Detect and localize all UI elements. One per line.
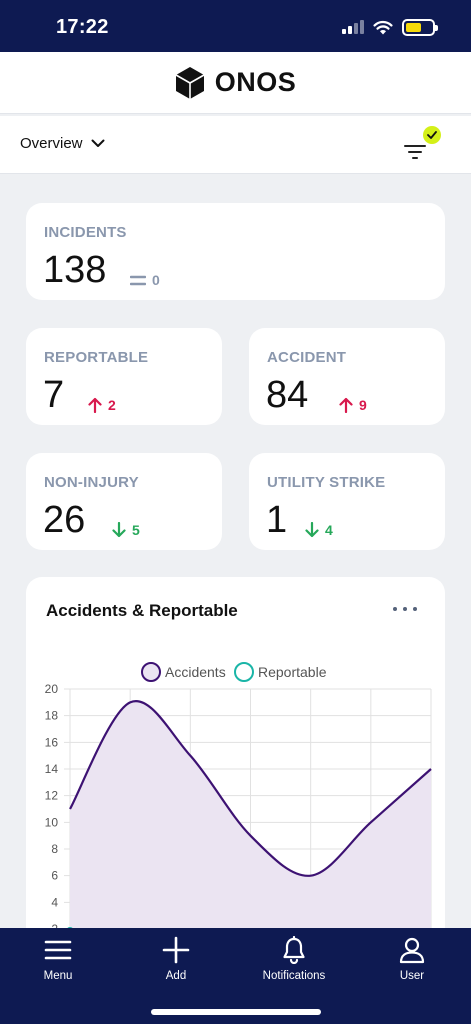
cellular-signal-icon: [342, 20, 364, 34]
stat-change-value: 4: [325, 522, 333, 538]
bell-icon: [283, 936, 305, 964]
arrow-up-icon: [88, 397, 102, 413]
stat-label: ACCIDENT: [267, 349, 347, 366]
filter-button[interactable]: [401, 126, 441, 166]
stat-card-utility-strike[interactable]: UTILITY STRIKE 1 4: [249, 453, 445, 550]
nav-label: Add: [165, 970, 187, 982]
arrow-down-icon: [112, 522, 126, 538]
y-tick-label: 8: [51, 842, 58, 856]
stat-label: INCIDENTS: [44, 224, 127, 241]
y-tick-label: 12: [45, 789, 59, 803]
stat-value: 26: [43, 499, 86, 541]
stat-change: 9: [339, 397, 367, 413]
stat-change: 0: [130, 272, 160, 288]
accidents-area: [70, 701, 431, 949]
y-tick-label: 4: [51, 895, 58, 909]
nav-notifications[interactable]: Notifications: [244, 936, 344, 982]
menu-icon: [44, 940, 72, 960]
y-tick-label: 6: [51, 869, 58, 883]
app-logo-text: ONOS: [214, 67, 297, 97]
y-tick-label: 10: [45, 815, 59, 829]
arrow-down-icon: [305, 522, 319, 538]
legend-swatch-reportable: [234, 662, 254, 682]
check-icon: [427, 131, 437, 139]
stat-card-incidents[interactable]: INCIDENTS 138 0: [26, 203, 445, 300]
wifi-icon: [373, 20, 393, 34]
stat-change: 4: [305, 522, 333, 538]
nav-label: User: [399, 970, 425, 982]
filter-icon: [404, 145, 426, 159]
nav-add[interactable]: Add: [126, 936, 226, 982]
stat-change-value: 5: [132, 522, 140, 538]
view-selector[interactable]: Overview: [20, 135, 105, 152]
nav-menu[interactable]: Menu: [8, 936, 108, 982]
legend-swatch-accidents: [141, 662, 161, 682]
y-tick-label: 14: [45, 762, 59, 776]
stat-value: 1: [266, 499, 288, 541]
battery-icon: [402, 18, 438, 36]
stat-value: 7: [43, 374, 65, 416]
chart-card-accidents-reportable: Accidents & Reportable 2468101214161820A…: [26, 577, 445, 997]
nav-label: Notifications: [262, 970, 326, 982]
stat-label: REPORTABLE: [44, 349, 149, 366]
legend-label-reportable: Reportable: [258, 664, 327, 680]
stat-card-accident[interactable]: ACCIDENT 84 9: [249, 328, 445, 425]
user-icon: [399, 937, 425, 964]
bottom-navigation: Menu Add Notifications User: [0, 928, 471, 1024]
legend-label-accidents: Accidents: [165, 664, 226, 680]
y-tick-label: 18: [45, 709, 59, 723]
stat-change-value: 0: [152, 272, 160, 288]
stat-change: 5: [112, 522, 140, 538]
home-indicator: [151, 1009, 321, 1015]
accidents-line: [69, 699, 432, 877]
stat-change-value: 2: [108, 397, 116, 413]
stat-card-reportable[interactable]: REPORTABLE 7 2: [26, 328, 222, 425]
nav-user[interactable]: User: [362, 936, 462, 982]
status-bar: 17:22: [0, 0, 471, 52]
stat-change-value: 9: [359, 397, 367, 413]
view-selector-label: Overview: [20, 135, 83, 152]
status-time: 17:22: [56, 16, 109, 38]
stat-card-non-injury[interactable]: NON-INJURY 26 5: [26, 453, 222, 550]
stat-label: UTILITY STRIKE: [267, 474, 386, 491]
more-options-button[interactable]: [393, 601, 417, 617]
stat-change: 2: [88, 397, 116, 413]
subheader: Overview: [0, 116, 471, 174]
nav-label: Menu: [43, 970, 73, 982]
y-tick-label: 20: [45, 682, 59, 696]
filter-active-badge: [423, 126, 441, 144]
chart-title: Accidents & Reportable: [46, 601, 238, 620]
plus-icon: [162, 936, 190, 964]
y-tick-label: 16: [45, 735, 59, 749]
stat-value: 84: [266, 374, 309, 416]
app-header: ONOS: [0, 52, 471, 114]
chevron-down-icon: [91, 139, 105, 147]
status-icons: [342, 17, 438, 37]
stat-label: NON-INJURY: [44, 474, 139, 491]
arrow-up-icon: [339, 397, 353, 413]
stat-value: 138: [43, 249, 107, 291]
equals-icon: [130, 275, 146, 286]
onos-logo-icon: [175, 66, 205, 99]
